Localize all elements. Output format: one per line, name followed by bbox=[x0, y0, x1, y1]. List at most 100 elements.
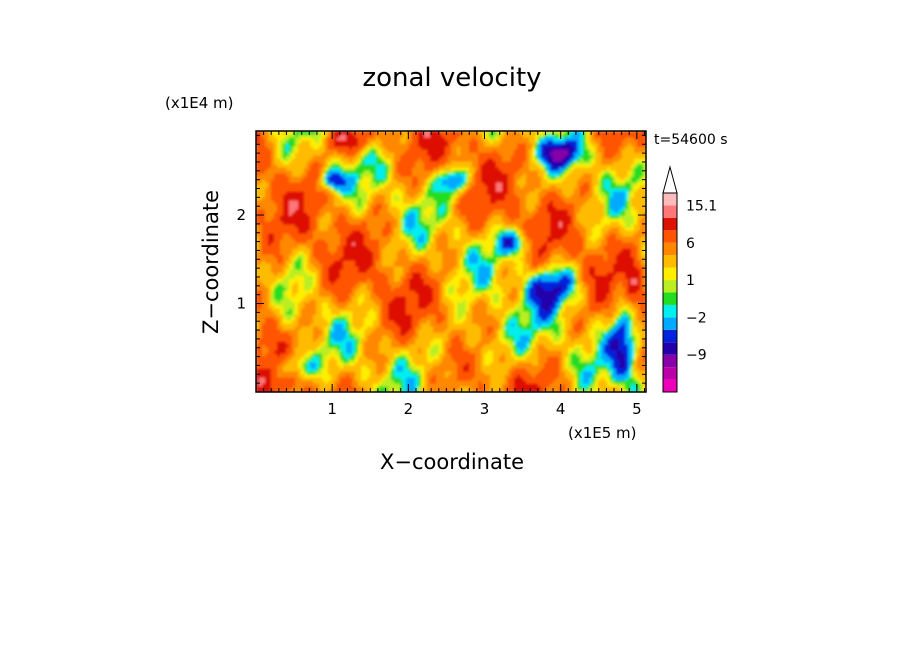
field-cell bbox=[490, 317, 494, 321]
field-cell bbox=[367, 374, 371, 378]
field-cell bbox=[523, 296, 527, 300]
field-cell bbox=[490, 362, 494, 366]
field-cell bbox=[625, 299, 629, 303]
field-cell bbox=[436, 293, 440, 297]
field-cell bbox=[424, 332, 428, 336]
field-cell bbox=[334, 329, 338, 333]
field-cell bbox=[424, 371, 428, 375]
field-cell bbox=[397, 341, 401, 345]
field-cell bbox=[595, 302, 599, 306]
field-cell bbox=[529, 290, 533, 294]
field-cell bbox=[625, 323, 629, 327]
field-cell bbox=[502, 389, 506, 392]
field-cell bbox=[337, 353, 341, 357]
field-cell bbox=[634, 368, 638, 372]
field-cell bbox=[568, 377, 572, 381]
field-cell bbox=[487, 299, 491, 303]
field-cell bbox=[310, 320, 314, 324]
field-cell bbox=[379, 368, 383, 372]
field-cell bbox=[508, 377, 512, 381]
field-cell bbox=[337, 296, 341, 300]
field-cell bbox=[520, 281, 524, 285]
field-cell bbox=[601, 302, 605, 306]
field-cell bbox=[469, 290, 473, 294]
field-cell bbox=[256, 365, 260, 369]
field-cell bbox=[376, 362, 380, 366]
field-cell bbox=[301, 290, 305, 294]
field-cell bbox=[607, 380, 611, 384]
field-cell bbox=[262, 371, 266, 375]
field-cell bbox=[412, 323, 416, 327]
field-cell bbox=[526, 347, 530, 351]
field-cell bbox=[505, 368, 509, 372]
field-cell bbox=[571, 308, 575, 312]
field-cell bbox=[430, 386, 434, 390]
field-cell bbox=[472, 377, 476, 381]
field-cell bbox=[325, 317, 329, 321]
field-cell bbox=[430, 317, 434, 321]
field-cell bbox=[505, 353, 509, 357]
field-cell bbox=[562, 284, 566, 288]
field-cell bbox=[517, 344, 521, 348]
field-cell bbox=[331, 302, 335, 306]
field-cell bbox=[346, 335, 350, 339]
field-cell bbox=[262, 341, 266, 345]
field-cell bbox=[427, 299, 431, 303]
field-cell bbox=[478, 341, 482, 345]
field-cell bbox=[535, 374, 539, 378]
field-cell bbox=[340, 386, 344, 390]
field-cell bbox=[478, 287, 482, 291]
field-cell bbox=[469, 278, 473, 282]
field-cell bbox=[427, 329, 431, 333]
field-cell bbox=[397, 311, 401, 315]
field-cell bbox=[574, 356, 578, 360]
field-cell bbox=[505, 371, 509, 375]
field-cell bbox=[553, 305, 557, 309]
field-cell bbox=[340, 389, 344, 392]
field-cell bbox=[313, 302, 317, 306]
field-cell bbox=[586, 386, 590, 390]
field-cell bbox=[271, 293, 275, 297]
field-cell bbox=[256, 332, 260, 336]
field-cell bbox=[520, 353, 524, 357]
field-cell bbox=[580, 317, 584, 321]
field-cell bbox=[403, 362, 407, 366]
field-cell bbox=[277, 302, 281, 306]
field-cell bbox=[277, 332, 281, 336]
field-cell bbox=[463, 302, 467, 306]
field-cell bbox=[421, 368, 425, 372]
field-cell bbox=[490, 359, 494, 363]
field-cell bbox=[592, 335, 596, 339]
field-cell bbox=[454, 368, 458, 372]
field-cell bbox=[589, 338, 593, 342]
field-cell bbox=[283, 365, 287, 369]
field-cell bbox=[541, 341, 545, 345]
field-cell bbox=[553, 347, 557, 351]
field-cell bbox=[505, 347, 509, 351]
field-cell bbox=[295, 386, 299, 390]
field-cell bbox=[448, 281, 452, 285]
field-cell bbox=[370, 338, 374, 342]
field-cell bbox=[631, 386, 635, 390]
field-cell bbox=[625, 305, 629, 309]
field-cell bbox=[529, 389, 533, 392]
field-cell bbox=[307, 350, 311, 354]
field-cell bbox=[439, 314, 443, 318]
field-cell bbox=[523, 326, 527, 330]
field-cell bbox=[442, 278, 446, 282]
field-cell bbox=[466, 332, 470, 336]
field-cell bbox=[349, 362, 353, 366]
field-cell bbox=[427, 281, 431, 285]
field-cell bbox=[451, 389, 455, 392]
field-cell bbox=[385, 290, 389, 294]
field-cell bbox=[271, 353, 275, 357]
field-cell bbox=[403, 311, 407, 315]
field-cell bbox=[643, 374, 646, 378]
field-cell bbox=[358, 281, 362, 285]
field-cell bbox=[547, 380, 551, 384]
field-cell bbox=[334, 290, 338, 294]
field-cell bbox=[337, 359, 341, 363]
field-cell bbox=[340, 368, 344, 372]
field-cell bbox=[592, 317, 596, 321]
field-cell bbox=[277, 356, 281, 360]
